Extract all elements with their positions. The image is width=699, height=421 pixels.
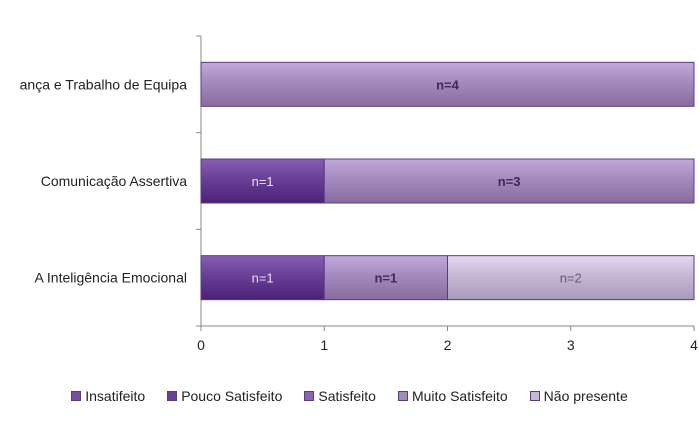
category-label: ança e Trabalho de Equipa bbox=[20, 76, 188, 92]
bar-segment bbox=[200, 158, 325, 204]
x-tick-label: 3 bbox=[567, 337, 575, 353]
bar-segment bbox=[200, 61, 695, 107]
legend-label: Satisfeito bbox=[318, 388, 376, 404]
bar-data-label: n=2 bbox=[560, 271, 582, 286]
x-tick-label: 1 bbox=[320, 337, 328, 353]
bar-data-label: n=3 bbox=[498, 174, 521, 189]
legend-swatch bbox=[529, 391, 540, 401]
x-tick-label: 2 bbox=[444, 337, 452, 353]
legend-item: Insatifeito bbox=[71, 388, 145, 404]
bar-data-label: n=1 bbox=[252, 174, 274, 189]
bar-data-label: n=4 bbox=[436, 77, 460, 92]
bar-data-label: n=1 bbox=[374, 271, 397, 286]
bar-segment bbox=[323, 158, 695, 204]
legend-label: Não presente bbox=[543, 388, 628, 404]
legend-swatch bbox=[167, 391, 178, 401]
x-tick-label: 4 bbox=[690, 337, 698, 353]
legend-item: Pouco Satisfeito bbox=[167, 388, 282, 404]
chart-legend: Insatifeito Pouco Satisfeito Satisfeito Mui… bbox=[0, 384, 699, 408]
legend-label: Pouco Satisfeito bbox=[181, 388, 283, 404]
legend-item: Não presente bbox=[529, 388, 628, 404]
x-tick-label: 0 bbox=[197, 337, 205, 353]
legend-item: Muito Satisfeito bbox=[397, 388, 508, 404]
legend-label: Insatifeito bbox=[85, 388, 146, 404]
category-label: Comunicação Assertiva bbox=[41, 173, 188, 189]
legend-swatch bbox=[397, 391, 408, 401]
bar-segment bbox=[447, 255, 695, 301]
bar-segment bbox=[200, 255, 325, 301]
bar-data-label: n=1 bbox=[252, 271, 274, 286]
legend-item: Satisfeito bbox=[304, 388, 376, 404]
bar-segment bbox=[323, 255, 448, 301]
legend-swatch bbox=[304, 391, 315, 401]
category-label: A Inteligência Emocional bbox=[34, 270, 187, 286]
legend-swatch bbox=[71, 391, 82, 401]
legend-label: Muito Satisfeito bbox=[411, 388, 508, 404]
